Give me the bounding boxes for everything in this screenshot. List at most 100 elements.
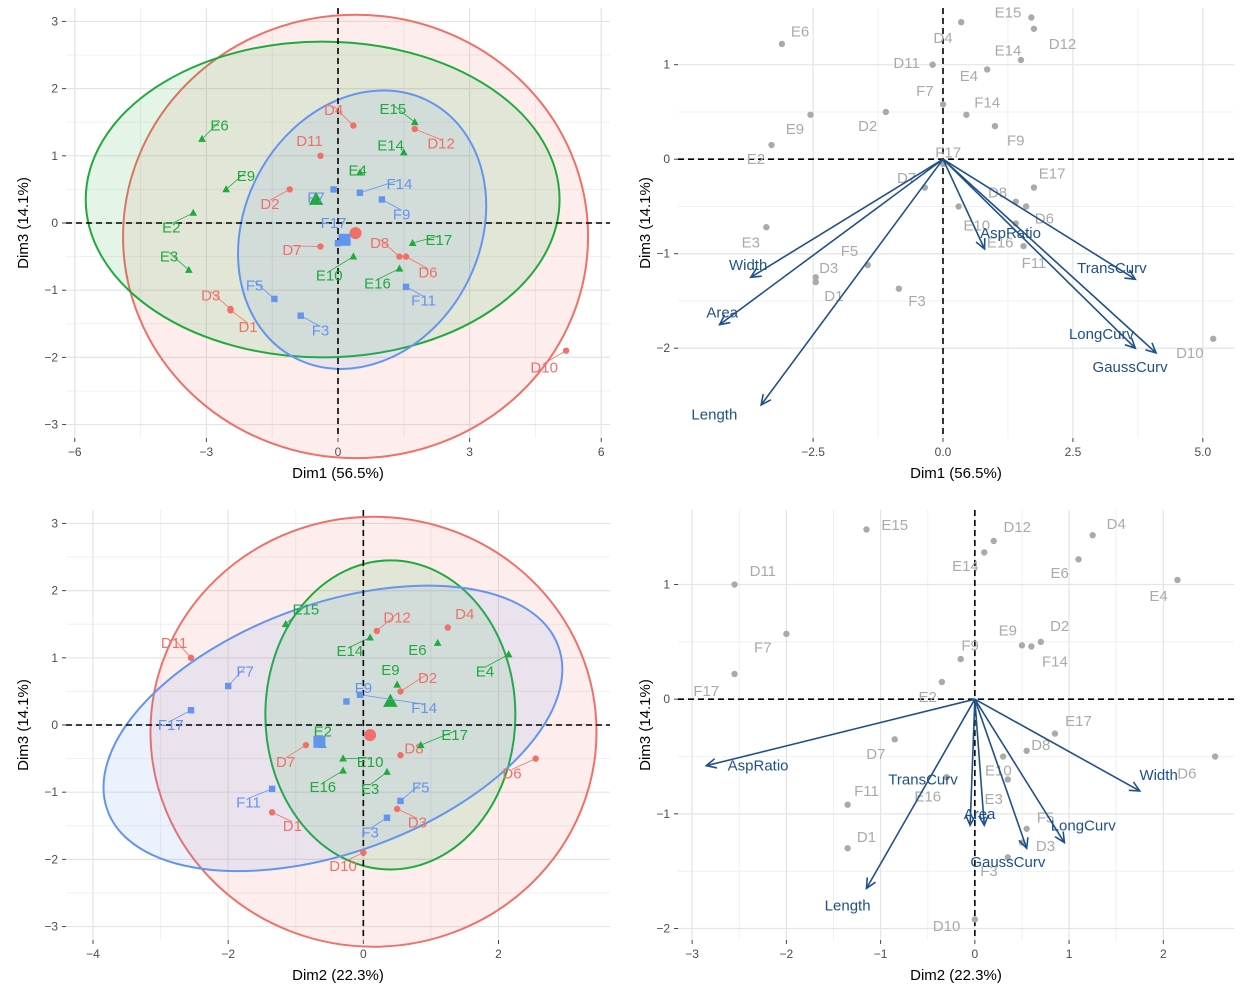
point-E16	[943, 773, 950, 781]
point-label-E9: E9	[381, 662, 399, 679]
label-leader	[543, 350, 567, 364]
point-E15	[410, 118, 419, 126]
point-D8	[1023, 747, 1030, 754]
label-leader	[300, 315, 321, 327]
plot-body: E6 D4 E15 D12 D11 E14 E4 F7 F14 D2 E9 F9 E2 F17 D7 E17 D…	[678, 5, 1234, 438]
label-leader	[285, 744, 307, 759]
point-label-D6: D6	[502, 765, 521, 782]
point-D6	[1022, 203, 1030, 210]
point-label-D1: D1	[283, 818, 302, 835]
point-D3	[227, 305, 234, 313]
y-tick-label: 0	[663, 152, 670, 166]
point-label-D7: D7	[897, 170, 916, 187]
point-label-D11: D11	[161, 635, 187, 652]
y-tick-label: 0	[51, 216, 58, 230]
x-tick-label: 2.5	[1065, 445, 1082, 459]
point-label-D3: D3	[408, 814, 427, 831]
point-label-F9: F9	[1007, 132, 1025, 149]
point-label-D11: D11	[750, 563, 776, 580]
x-tick-label: 5.0	[1194, 445, 1211, 459]
label-leader	[271, 811, 293, 823]
point-label-F7: F7	[916, 83, 934, 100]
group-F: F3 F5 F7 F9 F11 F14 F17	[246, 176, 436, 339]
point-label-D4: D4	[455, 606, 474, 623]
x-tick-label: 2	[495, 947, 502, 961]
point-E6	[198, 134, 206, 142]
point-label-E10: E10	[985, 762, 1012, 779]
point-E14	[399, 148, 408, 156]
point-label-D1: D1	[238, 319, 257, 336]
arrow-label-Length: Length	[825, 898, 871, 915]
point-label-E4: E4	[476, 663, 494, 680]
point-F5	[271, 295, 278, 303]
point-E14	[1017, 56, 1025, 64]
y-tick-label: −2	[44, 852, 58, 866]
point-label-E2: E2	[162, 220, 180, 237]
arrow-Length	[760, 158, 944, 406]
point-label-F14: F14	[1042, 653, 1068, 670]
label-leader	[210, 291, 231, 310]
point-label-F17: F17	[321, 215, 347, 232]
point-label-F3: F3	[980, 863, 998, 880]
point-label-D6: D6	[1035, 211, 1054, 228]
arrow-Length	[865, 698, 976, 889]
y-tick-label: −1	[656, 807, 670, 821]
point-label-E15: E15	[995, 5, 1022, 22]
point-D6	[402, 253, 410, 260]
point-F9	[343, 698, 350, 705]
variable-arrows: AspRatio TransCurv Area LongCurv GaussCurv Wi…	[704, 698, 1178, 915]
point-E4	[504, 650, 513, 658]
y-tick-label: −2	[656, 341, 670, 355]
label-leader	[225, 171, 247, 190]
label-leader	[322, 770, 344, 784]
arrowhead-Length	[760, 393, 772, 407]
arrowhead-Width	[749, 267, 762, 279]
point-E3	[763, 224, 770, 231]
confidence-ellipse-F	[102, 584, 564, 873]
plot-body: D1D2D3D4D6D7D8D10D11D12E2E3E4E6E9E10E14E…	[66, 510, 610, 948]
point-D6	[532, 755, 539, 762]
centroid-E	[383, 693, 398, 707]
point-E4	[983, 66, 991, 73]
centroid-D	[364, 729, 377, 742]
y-tick-label: −2	[656, 922, 670, 936]
point-D2	[882, 108, 890, 116]
point-F17	[334, 239, 342, 247]
point-label-D8: D8	[1031, 737, 1050, 754]
arrowhead-Area	[978, 814, 990, 828]
arrow-label-AspRatio: AspRatio	[728, 758, 789, 775]
group-E: E2 E3 E4 E6 E9 E10 E14 E15 E16 E17	[160, 101, 452, 293]
point-F9	[957, 655, 964, 663]
point-F3	[1004, 854, 1012, 861]
point-label-D11: D11	[296, 133, 322, 150]
label-leader	[414, 128, 442, 141]
centroid-E	[308, 191, 324, 205]
arrow-label-GaussCurv: GaussCurv	[970, 854, 1046, 871]
centroid-F	[313, 735, 326, 748]
point-label-D7: D7	[276, 754, 295, 771]
confidence-ellipse-F	[237, 89, 488, 370]
point-label-F7: F7	[754, 640, 772, 657]
point-label-F7: F7	[307, 189, 325, 206]
point-E2	[189, 208, 198, 216]
point-E10	[339, 754, 347, 762]
point-D10	[562, 347, 570, 354]
point-D12	[411, 125, 418, 133]
label-leader	[392, 104, 416, 123]
arrowhead-Length	[865, 877, 877, 890]
point-E2	[938, 678, 946, 686]
point-D6	[1211, 753, 1219, 760]
label-leader	[269, 189, 290, 201]
arrow-GaussCurv	[974, 698, 1028, 849]
point-E15	[1028, 14, 1035, 21]
y-axis-title: Dim3 (14.1%)	[15, 679, 32, 771]
y-tick-label: 1	[51, 149, 58, 163]
point-label-D11: D11	[893, 55, 919, 72]
point-label-E6: E6	[791, 24, 809, 41]
x-tick-label: 3	[466, 445, 473, 459]
point-label-E3: E3	[361, 781, 379, 798]
point-D12	[990, 537, 997, 545]
y-tick-label: −3	[44, 418, 58, 432]
point-label-E17: E17	[1065, 713, 1092, 730]
point-E10	[349, 252, 358, 260]
